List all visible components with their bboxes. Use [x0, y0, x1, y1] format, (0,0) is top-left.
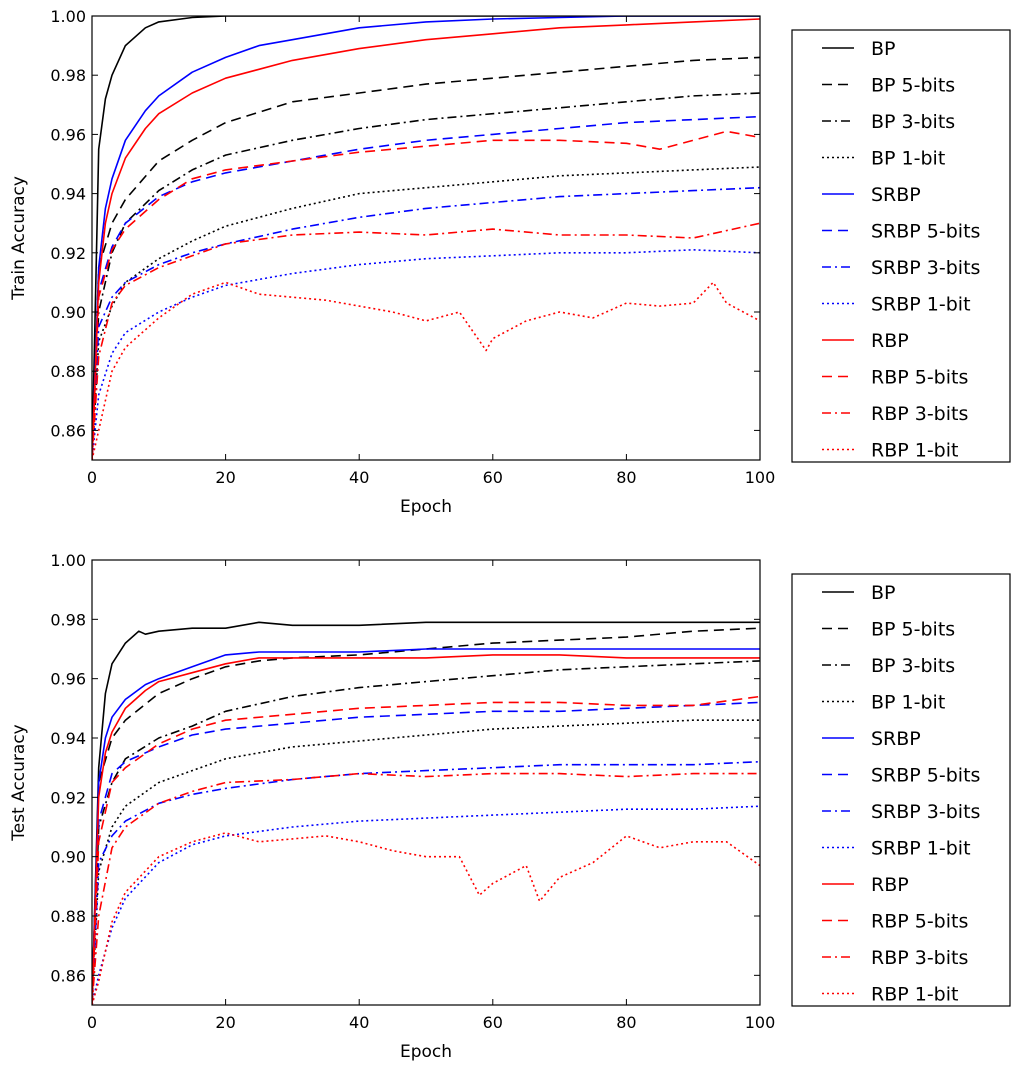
test-accuracy-chart: 0 20 40 60 80 100 0.86 0.88 0.90 0.92 0.94 0.96 0.98… [9, 551, 1011, 1062]
y-tick-label: 1.00 [50, 7, 86, 26]
series-line-srbp-5-bits [92, 701, 760, 1005]
series-line-bp-5-bits [92, 627, 760, 1005]
x-axis-label: Epoch [400, 497, 452, 517]
x-tick-label: 80 [616, 468, 636, 487]
legend-label-bp: BP [871, 38, 896, 60]
series-line-rbp-3-bits [92, 772, 760, 1005]
legend-label-srbp: SRBP [871, 728, 921, 750]
plot-frame [91, 15, 761, 461]
x-tick-label: 80 [616, 1013, 636, 1032]
series-line-srbp-1-bit [92, 249, 760, 460]
series-line-bp-3-bits [92, 92, 760, 460]
legend-label-bp: BP [871, 582, 896, 604]
x-tick-label: 100 [745, 468, 776, 487]
legend-label-srbp-1-bit: SRBP 1-bit [871, 838, 971, 860]
series-line-srbp-1-bit [92, 805, 760, 1005]
series-line-bp-1-bit [92, 719, 760, 1005]
legend-label-srbp-3-bits: SRBP 3-bits [871, 801, 980, 823]
series-line-srbp-3-bits [92, 186, 760, 460]
series-line-rbp-5-bits [92, 695, 760, 1005]
y-axis-label: Test Accuracy [9, 724, 29, 842]
legend-label-rbp-3-bits: RBP 3-bits [871, 947, 968, 969]
x-tick-label: 40 [349, 468, 369, 487]
x-tick-label: 40 [349, 1013, 369, 1032]
series-line-srbp [92, 648, 760, 1005]
legend-label-rbp-5-bits: RBP 5-bits [871, 911, 968, 933]
legend-label-srbp-5-bits: SRBP 5-bits [871, 221, 980, 243]
legend-label-bp-3-bits: BP 3-bits [871, 111, 955, 133]
y-tick-label: 1.00 [50, 551, 86, 570]
series-line-bp-3-bits [92, 660, 760, 1005]
y-tick-label: 0.92 [50, 244, 86, 263]
series-line-bp-1-bit [92, 166, 760, 460]
x-tick-label: 0 [87, 1013, 97, 1032]
x-tick-label: 20 [215, 468, 235, 487]
series-line-srbp-5-bits [92, 115, 760, 460]
y-tick-label: 0.96 [50, 125, 86, 144]
legend-label-bp-5-bits: BP 5-bits [871, 75, 955, 97]
series-line-srbp [92, 16, 760, 460]
x-tick-label: 100 [745, 1013, 776, 1032]
y-axis-label: Train Accuracy [9, 176, 29, 301]
y-tick-label: 0.86 [50, 966, 86, 985]
legend-label-bp-1-bit: BP 1-bit [871, 148, 945, 170]
y-tick-label: 0.98 [50, 610, 86, 629]
legend: BP BP 5-bits BP 3-bits BP 1-bit SRBP SRBP 5-b… [791, 573, 1011, 1007]
series-line-rbp-5-bits [92, 130, 760, 460]
legend-box [791, 29, 1011, 463]
legend-label-srbp-3-bits: SRBP 3-bits [871, 257, 980, 279]
legend-label-srbp: SRBP [871, 184, 921, 206]
y-tick-label: 0.88 [50, 907, 86, 926]
series-line-rbp-1-bit [92, 832, 760, 1005]
series-line-rbp [92, 18, 760, 460]
legend-label-rbp: RBP [871, 330, 909, 352]
series-line-bp-5-bits [92, 56, 760, 460]
x-axis-label: Epoch [400, 1042, 452, 1062]
x-tick-label: 60 [483, 1013, 503, 1032]
y-tick-label: 0.90 [50, 303, 86, 322]
y-tick-label: 0.98 [50, 66, 86, 85]
series-line-rbp-1-bit [92, 281, 760, 460]
y-tick-label: 0.94 [50, 729, 86, 748]
legend-label-srbp-1-bit: SRBP 1-bit [871, 294, 971, 316]
x-tick-label: 20 [215, 1013, 235, 1032]
series-line-bp [92, 621, 760, 1005]
x-tick-label: 0 [87, 468, 97, 487]
y-tick-label: 0.96 [50, 670, 86, 689]
series-lines [92, 621, 760, 1005]
y-tick-label: 0.86 [50, 421, 86, 440]
series-line-srbp-3-bits [92, 760, 760, 1005]
series-line-rbp-3-bits [92, 222, 760, 460]
train-accuracy-chart: 0 20 40 60 80 100 0.86 0.88 0.90 0.92 0.94 0.96 0.98… [9, 7, 1011, 517]
series-line-bp [92, 16, 760, 460]
legend-label-bp-5-bits: BP 5-bits [871, 619, 955, 641]
plot-frame [91, 559, 761, 1006]
y-tick-label: 0.92 [50, 788, 86, 807]
legend-label-rbp: RBP [871, 874, 909, 896]
y-tick-label: 0.88 [50, 362, 86, 381]
legend-label-rbp-1-bit: RBP 1-bit [871, 440, 958, 462]
series-line-rbp [92, 654, 760, 1005]
y-tick-label: 0.94 [50, 185, 86, 204]
x-tick-label: 60 [483, 468, 503, 487]
legend-label-rbp-1-bit: RBP 1-bit [871, 984, 958, 1006]
legend-label-srbp-5-bits: SRBP 5-bits [871, 765, 980, 787]
legend-box [791, 573, 1011, 1007]
series-lines [92, 16, 760, 460]
legend: BP BP 5-bits BP 3-bits BP 1-bit SRBP SRBP 5-b… [791, 29, 1011, 463]
legend-label-bp-1-bit: BP 1-bit [871, 692, 945, 714]
legend-label-bp-3-bits: BP 3-bits [871, 655, 955, 677]
y-tick-label: 0.90 [50, 848, 86, 867]
legend-label-rbp-3-bits: RBP 3-bits [871, 403, 968, 425]
legend-label-rbp-5-bits: RBP 5-bits [871, 367, 968, 389]
